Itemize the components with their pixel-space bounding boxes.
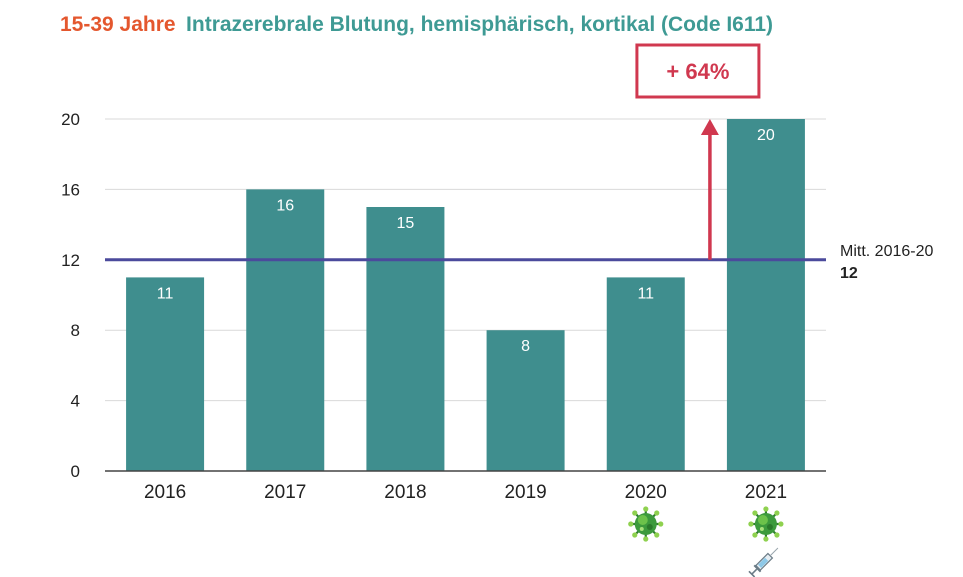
x-tick-label: 2020 (625, 482, 667, 503)
x-tick-label: 2018 (384, 482, 426, 503)
percent-change-text: + 64% (666, 59, 729, 84)
bar-value-label: 11 (157, 285, 174, 302)
y-tick-label: 20 (61, 110, 80, 129)
category-icons (627, 505, 785, 577)
syringe-icon (747, 543, 782, 577)
y-tick-label: 0 (71, 462, 80, 481)
virus-icon (747, 505, 785, 543)
bar-2020 (606, 277, 685, 471)
bar-labels: 11 16 15 8 11 20 (157, 127, 775, 355)
y-tick-label: 16 (61, 180, 80, 199)
percent-change-box (635, 43, 761, 99)
bar-value-label: 20 (757, 127, 775, 144)
bar-value-label: 8 (521, 338, 530, 355)
bar-2018 (366, 207, 445, 471)
bar-2019 (486, 330, 565, 471)
title-text: Intrazerebrale Blutung, hemisphärisch, k… (186, 13, 773, 36)
x-tick-label: 2017 (264, 482, 306, 503)
y-tick-label: 4 (71, 392, 80, 411)
x-tick-label: 2016 (144, 482, 186, 503)
average-value: 12 (840, 265, 858, 282)
x-tick-label: 2019 (504, 482, 546, 503)
y-tick-label: 12 (61, 251, 80, 270)
bar-value-label: 15 (397, 215, 415, 232)
bars (126, 119, 805, 471)
title-age-group: 15-39 Jahre (60, 13, 176, 36)
average-label: Mitt. 2016-20 (840, 243, 933, 260)
virus-icon (627, 505, 665, 543)
increase-arrow (700, 119, 719, 260)
y-axis-ticks: 0 4 8 12 16 20 (61, 110, 80, 481)
bar-value-label: 16 (276, 197, 294, 214)
x-tick-label: 2021 (745, 482, 787, 503)
y-tick-label: 8 (71, 321, 80, 340)
bar-2021 (726, 119, 805, 471)
x-axis-ticks: 2016 2017 2018 2019 2020 2021 (144, 482, 787, 503)
increase-arrow-head (700, 119, 719, 135)
chart-title: 15-39 Jahre Intrazerebrale Blutung, hemi… (60, 13, 773, 36)
bar-value-label: 11 (637, 285, 654, 302)
bar-2016 (126, 277, 205, 471)
bar-2017 (246, 189, 325, 471)
